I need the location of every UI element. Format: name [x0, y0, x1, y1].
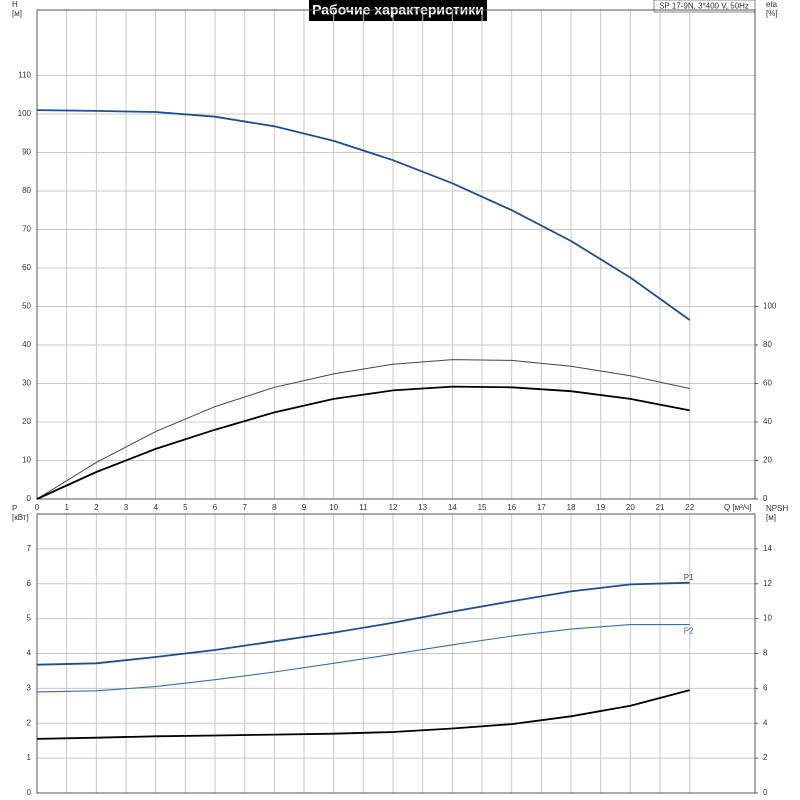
series-line: [36, 385, 690, 500]
series-label: P1: [684, 573, 694, 582]
series-label: P2: [684, 627, 694, 636]
y2-tick-label: 0: [763, 788, 768, 797]
y2-axis-label: NPSH: [766, 504, 788, 513]
x-tick-label: 2: [94, 503, 99, 512]
series-line: [36, 359, 690, 500]
plot-frame: [36, 9, 756, 500]
x-tick-label: 18: [567, 503, 576, 512]
plot-frame: [36, 513, 756, 794]
y2-axis-label: [м]: [766, 513, 776, 522]
series-line: [36, 624, 690, 693]
y2-tick-label: 0: [763, 494, 768, 503]
y2-tick-label: 6: [763, 683, 768, 692]
y-tick-label: 4: [27, 649, 32, 658]
model-box: [653, 0, 756, 13]
y-tick-label: 100: [18, 109, 32, 118]
y2-axis-label: eta: [766, 0, 778, 9]
series-line: [36, 689, 690, 740]
y-tick-label: 1: [27, 753, 32, 762]
x-tick-label: 15: [478, 503, 487, 512]
y-tick-label: 6: [27, 579, 32, 588]
y2-axis-label: [%]: [766, 9, 778, 18]
x-tick-label: 7: [242, 503, 247, 512]
y-axis-label: H: [12, 0, 18, 9]
y-tick-label: 60: [22, 263, 31, 272]
y-tick-label: 0: [27, 788, 32, 797]
x-tick-label: 22: [685, 503, 694, 512]
x-tick-label: 16: [507, 503, 516, 512]
y2-tick-label: 2: [763, 753, 768, 762]
y-tick-label: 50: [22, 302, 31, 311]
y2-tick-label: 14: [763, 544, 772, 553]
y-tick-label: 7: [27, 544, 32, 553]
model-label: SP 17-9N, 3*400 V, 50Hz: [659, 2, 749, 11]
y2-tick-label: 60: [763, 379, 772, 388]
y-axis-label: P: [12, 504, 17, 513]
y2-tick-label: 10: [763, 614, 772, 623]
series-line: [36, 581, 690, 666]
y-tick-label: 40: [22, 340, 31, 349]
y-tick-label: 110: [18, 71, 31, 80]
y2-tick-label: 4: [763, 718, 768, 727]
x-tick-label: 10: [329, 503, 338, 512]
y-tick-label: 80: [22, 186, 31, 195]
x-tick-label: 21: [656, 503, 665, 512]
y-tick-label: 70: [22, 225, 31, 234]
y-tick-label: 90: [22, 148, 31, 157]
x-tick-label: 13: [418, 503, 427, 512]
x-tick-label: 4: [153, 503, 158, 512]
y2-tick-label: 100: [763, 302, 777, 311]
y-axis-label: [кВт]: [12, 513, 29, 522]
x-tick-label: 6: [213, 503, 218, 512]
x-axis-label: Q [м³/ч]: [724, 503, 751, 512]
y-axis-label: [м]: [12, 9, 22, 18]
x-tick-label: 12: [389, 503, 398, 512]
series-line: [36, 109, 691, 321]
y-tick-label: 5: [27, 614, 32, 623]
y2-tick-label: 40: [763, 417, 772, 426]
x-tick-label: 9: [302, 503, 307, 512]
x-tick-label: 8: [272, 503, 277, 512]
y2-tick-label: 8: [763, 649, 768, 658]
y-tick-label: 2: [27, 718, 32, 727]
y2-tick-label: 12: [763, 579, 772, 588]
y-tick-label: 3: [27, 683, 32, 692]
x-tick-label: 3: [124, 503, 129, 512]
x-tick-label: 0: [35, 503, 40, 512]
y2-tick-label: 80: [763, 340, 772, 349]
x-tick-label: 5: [183, 503, 188, 512]
x-tick-label: 19: [596, 503, 605, 512]
x-tick-label: 14: [448, 503, 457, 512]
x-tick-label: 20: [626, 503, 635, 512]
y-tick-label: 10: [22, 456, 31, 465]
y-tick-label: 0: [27, 494, 32, 503]
x-tick-label: 1: [64, 503, 69, 512]
y-tick-label: 20: [22, 417, 31, 426]
y2-tick-label: 20: [763, 456, 772, 465]
y-tick-label: 30: [22, 379, 31, 388]
x-tick-label: 17: [537, 503, 546, 512]
x-tick-label: 11: [359, 503, 368, 512]
